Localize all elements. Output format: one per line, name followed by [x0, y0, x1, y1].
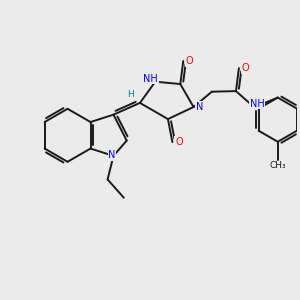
- Text: N: N: [108, 150, 116, 160]
- Text: CH₃: CH₃: [269, 161, 286, 170]
- Text: NH: NH: [250, 99, 265, 109]
- Text: H: H: [127, 90, 134, 99]
- Text: N: N: [196, 102, 203, 112]
- Text: NH: NH: [143, 74, 158, 84]
- Text: O: O: [242, 63, 249, 73]
- Text: O: O: [175, 137, 183, 147]
- Text: O: O: [186, 56, 194, 66]
